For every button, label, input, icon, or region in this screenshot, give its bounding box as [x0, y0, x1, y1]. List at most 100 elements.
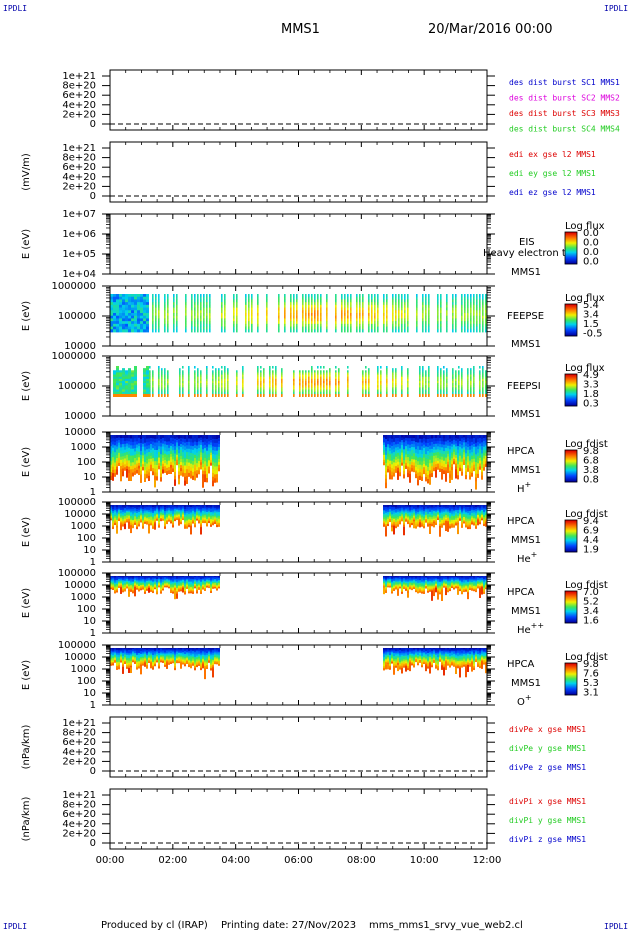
spectrogram-cell: [368, 394, 370, 397]
spectrogram-cell: [191, 297, 193, 300]
spectrogram-cell: [164, 305, 166, 308]
spectrogram-cell: [483, 458, 485, 461]
spectrogram-cell: [208, 457, 210, 461]
spectrogram-cell: [404, 316, 406, 319]
spectrogram-cell: [221, 366, 223, 369]
spectrogram-cell: [143, 321, 146, 324]
spectrogram-cell: [467, 318, 469, 321]
spectrogram-cell: [455, 297, 457, 300]
spectrogram-cell: [469, 472, 471, 476]
spectrogram-cell: [112, 473, 114, 481]
spectrogram-cell: [167, 313, 169, 316]
spectrogram-cell: [132, 449, 134, 453]
spectrogram-cell: [236, 327, 238, 330]
spectrogram-cell: [248, 299, 250, 302]
spectrogram-cell: [452, 327, 454, 330]
spectrogram-cell: [403, 464, 405, 468]
spectrogram-cell: [191, 299, 193, 302]
spectrogram-cell: [347, 297, 349, 300]
spectrogram-cell: [427, 467, 429, 471]
spectrogram-cell: [386, 318, 388, 321]
spectrogram-cell: [395, 454, 397, 458]
spectrogram-cell: [180, 447, 182, 451]
spectrogram-cell: [439, 468, 441, 472]
spectrogram-cell: [176, 299, 178, 302]
spectrogram-cell: [131, 297, 134, 300]
spectrogram-cell: [427, 459, 429, 463]
spectrogram-cell: [236, 302, 238, 305]
spectrogram-cell: [194, 394, 196, 397]
spectrogram-cell: [284, 299, 286, 302]
spectrogram-cell: [290, 318, 292, 321]
spectrogram-cell: [326, 316, 328, 319]
spectrogram-cell: [257, 324, 259, 327]
spectrogram-cell: [116, 327, 119, 330]
spectrogram-cell: [125, 294, 128, 297]
spectrogram-cell: [440, 310, 442, 313]
spectrogram-cell: [308, 305, 310, 308]
spectrogram-cell: [134, 297, 137, 300]
spectrogram-cell: [198, 438, 200, 442]
spectrogram-cell: [305, 305, 307, 308]
spectrogram-cell: [409, 454, 411, 458]
legend-entry: edi ey gse l2 MMS1: [509, 169, 596, 178]
spectrogram-cell: [172, 459, 174, 463]
spectrogram-cell: [190, 446, 192, 450]
spectrogram-cell: [320, 294, 322, 297]
spectrogram-cell: [429, 467, 431, 471]
spectrogram-cell: [473, 394, 475, 397]
spectrogram-cell: [383, 308, 385, 311]
spectrogram-cell: [403, 471, 405, 475]
spectrogram-cell: [397, 450, 399, 453]
spectrogram-cell: [152, 465, 154, 469]
spectrogram-cell: [417, 465, 419, 469]
spectrogram-cell: [323, 394, 325, 397]
spectrogram-cell: [397, 441, 399, 444]
spectrogram-cell: [251, 297, 253, 300]
spectrogram-cell: [182, 452, 184, 456]
spectrogram-cell: [395, 310, 397, 313]
spectrogram-cell: [425, 310, 427, 313]
spectrogram-cell: [451, 438, 453, 441]
spectrogram-cell: [471, 442, 473, 446]
spectrogram-cell: [422, 313, 424, 316]
spectrogram-cell: [446, 329, 448, 332]
spectrogram-cell: [380, 394, 382, 397]
spectrogram-cell: [407, 305, 409, 308]
spectrogram-cell: [144, 522, 146, 524]
spectrogram-cell: [284, 324, 286, 327]
spectrogram-cell: [185, 324, 187, 327]
spectrogram-cell: [176, 324, 178, 327]
spectrogram-cell: [411, 459, 413, 463]
spectrogram-cell: [116, 313, 119, 316]
spectrogram-cell: [206, 466, 208, 470]
spectrogram-cell: [411, 441, 413, 445]
spectrogram-cell: [114, 449, 116, 453]
spectrogram-cell: [203, 294, 205, 297]
spectrogram-cell: [166, 438, 168, 442]
spectrogram-cell: [148, 445, 150, 449]
spectrogram-cell: [374, 302, 376, 305]
spectrogram-cell: [314, 294, 316, 297]
spectrogram-cell: [483, 441, 485, 444]
spectrogram-cell: [182, 366, 184, 369]
spectrogram-cell: [482, 329, 484, 332]
spectrogram-cell: [413, 435, 415, 439]
spectrogram-cell: [467, 441, 469, 445]
spectrogram-cell: [479, 438, 481, 441]
spectrogram-cell: [148, 459, 150, 463]
spectrogram-cell: [368, 324, 370, 327]
spectrogram-cell: [113, 313, 116, 316]
spectrogram-cell: [335, 299, 337, 302]
spectrogram-cell: [215, 394, 217, 397]
spectrogram-cell: [350, 310, 352, 313]
spectrogram-cell: [293, 308, 295, 311]
spectrogram-cell: [435, 441, 437, 444]
spectrogram-cell: [464, 313, 466, 316]
spectrogram-cell: [245, 329, 247, 332]
spectrogram-cell: [150, 444, 152, 447]
spectrogram-cell: [398, 302, 400, 305]
spectrogram-cell: [392, 308, 394, 311]
spectrogram-cell: [214, 467, 216, 471]
spectrogram-cell: [419, 439, 421, 443]
